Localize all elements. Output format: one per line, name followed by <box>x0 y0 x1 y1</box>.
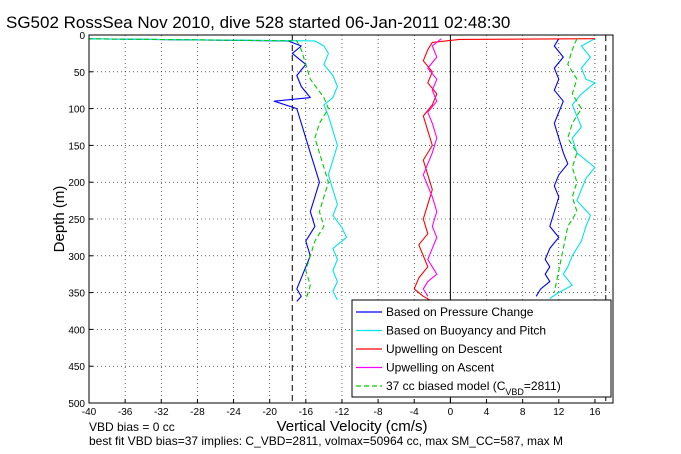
legend-label-suffix: =2811) <box>524 379 561 393</box>
legend-label-text: Based on Pressure Change <box>386 305 534 319</box>
x-tick-label: 8 <box>520 407 526 418</box>
y-axis-ticks: 0 50 100 150 200 250 300 350 400 450 500 <box>68 31 93 410</box>
y-tick-label: 400 <box>68 325 85 336</box>
legend: Based on Pressure Change Based on Buoyanc… <box>351 299 612 398</box>
legend-label-text: Upwelling on Descent <box>386 342 503 356</box>
x-tick-label: -8 <box>374 407 383 418</box>
y-axis-label: Depth (m) <box>51 186 68 253</box>
y-tick-label: 350 <box>68 289 85 300</box>
y-tick-label: 250 <box>68 215 85 226</box>
x-tick-label: -12 <box>335 407 350 418</box>
legend-label: Based on Pressure Change <box>386 305 534 319</box>
x-tick-label: 12 <box>553 407 565 418</box>
y-tick-label: 200 <box>68 178 85 189</box>
x-tick-label: -36 <box>118 407 133 418</box>
series-based-on-buoyancy-and-pitch-ascent <box>549 38 596 299</box>
legend-label: Upwelling on Descent <box>386 342 503 356</box>
legend-box <box>351 299 612 398</box>
y-tick-label: 450 <box>68 362 85 373</box>
legend-label-subscript: VBD <box>505 387 524 397</box>
y-tick-label: 300 <box>68 252 85 263</box>
series-37-cc-biased-model-c-vbd-2811-descent <box>89 38 329 301</box>
x-tick-label: -32 <box>154 407 169 418</box>
best-fit-note: best fit VBD bias=37 implies: C_VBD=2811… <box>89 434 563 448</box>
chart-title: SG502 RossSea Nov 2010, dive 528 started… <box>6 13 510 32</box>
x-axis-label: Vertical Velocity (cm/s) <box>277 418 428 435</box>
x-tick-label: -20 <box>262 407 277 418</box>
series-upwelling-on-descent <box>413 38 595 302</box>
y-tick-label: 150 <box>68 141 85 152</box>
y-tick-label: 100 <box>68 105 85 116</box>
x-axis-ticks: -40 -36 -32 -28 -24 -20 -16 -12 -8 -4 0 4 8 12 16 <box>82 399 601 418</box>
x-tick-label: 0 <box>448 407 454 418</box>
legend-label-text: 37 cc biased model (C <box>386 379 506 393</box>
series-based-on-buoyancy-and-pitch-descent <box>89 38 348 301</box>
x-tick-label: -40 <box>82 407 97 418</box>
legend-label: 37 cc biased model (CVBD=2811) <box>386 379 561 397</box>
series-group <box>89 38 596 302</box>
legend-label-text: Upwelling on Ascent <box>386 361 495 375</box>
legend-label: Upwelling on Ascent <box>386 361 495 375</box>
legend-label: Based on Buoyancy and Pitch <box>386 324 546 338</box>
x-tick-label: 4 <box>484 407 490 418</box>
x-tick-label: -24 <box>226 407 241 418</box>
x-tick-label: -28 <box>190 407 205 418</box>
y-tick-label: 500 <box>68 399 85 410</box>
y-tick-label: 0 <box>79 31 85 42</box>
legend-label-text: Based on Buoyancy and Pitch <box>386 324 546 338</box>
series-based-on-pressure-change-ascent <box>535 38 569 297</box>
bias-note: VBD bias = 0 cc <box>89 420 175 434</box>
x-tick-label: -16 <box>299 407 314 418</box>
x-tick-label: -4 <box>410 407 419 418</box>
series-upwelling-on-ascent <box>422 38 442 297</box>
x-tick-label: 16 <box>589 407 601 418</box>
y-tick-label: 50 <box>74 68 86 79</box>
